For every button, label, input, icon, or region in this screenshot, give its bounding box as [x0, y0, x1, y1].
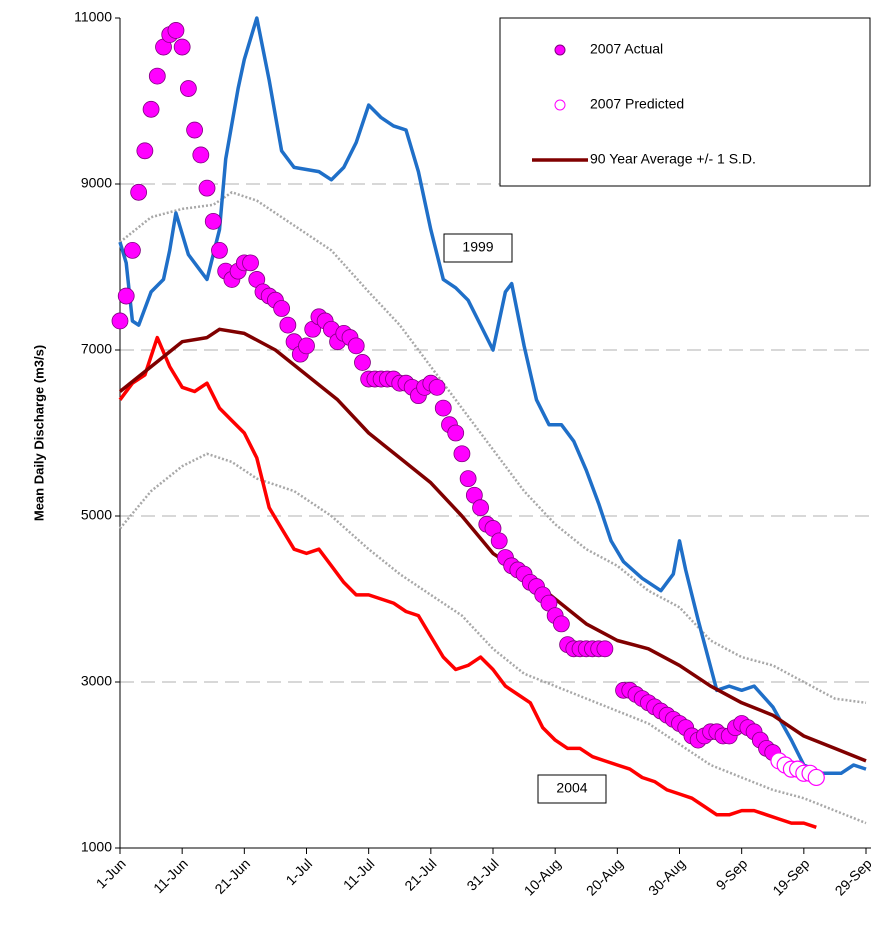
- x-tick-label: 11-Jun: [150, 855, 191, 896]
- annotation-box: [537, 774, 607, 804]
- marker: [167, 22, 185, 39]
- marker: [211, 241, 228, 259]
- marker: [192, 146, 210, 164]
- y-tick-label: 11000: [74, 9, 112, 25]
- marker: [490, 532, 508, 550]
- marker: [179, 80, 197, 97]
- marker: [279, 316, 297, 334]
- marker: [354, 354, 371, 371]
- series-line: [118, 335, 817, 829]
- marker: [117, 287, 135, 305]
- x-tick-label: 1-Jun: [93, 855, 129, 891]
- marker: [552, 615, 570, 633]
- annotation: 2004: [556, 780, 587, 796]
- x-tick-label: 20-Aug: [583, 855, 626, 898]
- marker: [453, 445, 471, 463]
- marker: [447, 424, 465, 442]
- sd-line: [119, 191, 867, 705]
- legend-swatch: [554, 44, 566, 56]
- marker: [459, 470, 477, 488]
- marker: [198, 179, 216, 197]
- legend-label: 2007 Predicted: [590, 96, 684, 112]
- y-tick-label: 1000: [81, 839, 112, 855]
- x-tick-label: 21-Jul: [401, 855, 439, 893]
- annotation: 1999: [462, 239, 493, 255]
- series-line: [118, 16, 867, 776]
- x-tick-label: 31-Jul: [463, 855, 501, 893]
- marker: [148, 67, 166, 85]
- marker: [142, 100, 160, 118]
- x-tick-label: 1-Jul: [282, 855, 315, 888]
- marker: [428, 378, 446, 396]
- legend-swatch: [554, 99, 566, 111]
- y-tick-label: 7000: [81, 341, 112, 357]
- marker: [136, 142, 154, 160]
- marker: [434, 399, 452, 417]
- marker: [173, 38, 191, 56]
- x-tick-label: 19-Sep: [769, 855, 812, 898]
- x-tick-label: 21-Jun: [211, 855, 253, 897]
- marker: [204, 212, 222, 230]
- x-tick-label: 30-Aug: [645, 855, 688, 898]
- marker: [298, 337, 315, 355]
- legend-label: 90 Year Average +/- 1 S.D.: [590, 151, 756, 167]
- annotation-box: [443, 233, 513, 263]
- marker: [596, 640, 614, 658]
- x-tick-label: 10-Aug: [521, 855, 564, 898]
- marker: [472, 499, 489, 517]
- marker: [347, 337, 365, 355]
- y-axis-label: Mean Daily Discharge (m3/s): [31, 345, 46, 521]
- y-tick-label: 3000: [81, 673, 112, 689]
- x-tick-label: 11-Jul: [340, 855, 378, 893]
- marker: [111, 312, 129, 330]
- sd-line: [119, 452, 867, 825]
- legend-label: 2007 Actual: [590, 41, 663, 57]
- marker: [130, 183, 148, 201]
- marker: [242, 254, 259, 272]
- marker: [273, 300, 291, 317]
- series-line: [118, 327, 867, 763]
- x-tick-label: 29-Sep: [831, 855, 871, 898]
- marker: [807, 768, 825, 787]
- y-tick-label: 9000: [81, 175, 112, 191]
- x-tick-label: 9-Sep: [713, 855, 751, 893]
- y-tick-label: 5000: [81, 507, 112, 523]
- marker: [124, 241, 141, 259]
- marker: [186, 121, 204, 139]
